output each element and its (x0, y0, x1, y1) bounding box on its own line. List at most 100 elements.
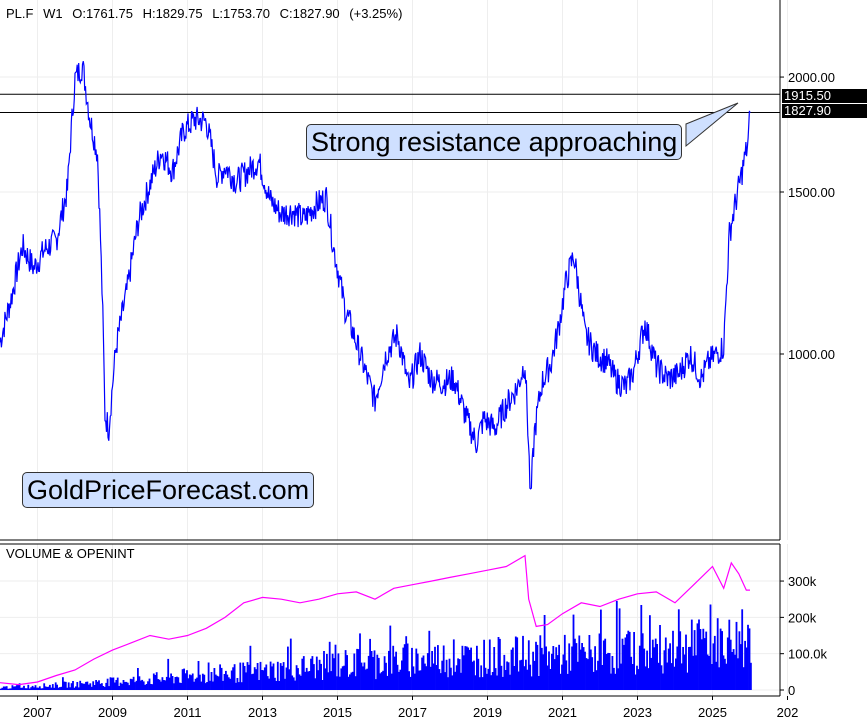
volume-bar (488, 639, 491, 690)
volume-bar (88, 684, 90, 690)
volume-bar (463, 655, 465, 690)
volume-bars (0, 601, 752, 690)
volume-bar (689, 646, 692, 690)
volume-bar (242, 662, 245, 690)
volume-bar (134, 682, 136, 690)
volume-bar (426, 653, 429, 690)
volume-bar (93, 685, 96, 690)
volume-bar (614, 673, 617, 690)
volume-bar (310, 658, 312, 690)
volume-bar (576, 661, 579, 690)
time-axis-ticks: 2007 2009 2011 2013 2015 2017 2019 2021 2023 2025… (23, 696, 798, 720)
volume-bar (737, 658, 739, 690)
volume-bar (289, 638, 292, 690)
volume-bar (321, 680, 324, 690)
volume-bar (190, 675, 193, 690)
volume-bar (178, 682, 181, 690)
volume-bar (722, 655, 725, 690)
volume-bar (5, 686, 8, 690)
volume-bar (160, 681, 162, 690)
volume-bar (73, 687, 76, 690)
volume-bar (262, 670, 265, 690)
volume-bar (535, 641, 537, 690)
volume-bar (401, 660, 403, 690)
volume-bar (706, 654, 709, 690)
volume-bar (354, 676, 357, 690)
volume-bar (276, 661, 279, 690)
volume-bar (654, 638, 657, 690)
volume-bar (18, 683, 21, 690)
volume-bar (389, 625, 392, 690)
volume-bar (220, 667, 223, 690)
volume-bar (370, 651, 373, 690)
volume-bar (344, 650, 347, 690)
volume-bar (308, 671, 311, 690)
volume-bar (594, 646, 596, 690)
volume-bar (373, 650, 376, 690)
volume-bar (99, 683, 102, 690)
volume-tick-label: 300k (788, 574, 817, 589)
volume-bar (142, 681, 145, 690)
volume-bar (336, 676, 338, 690)
volume-bar (210, 672, 213, 690)
volume-bar (415, 648, 418, 690)
volume-bar (279, 663, 282, 690)
volume-bar (8, 688, 11, 690)
volume-bar (188, 674, 191, 690)
volume-bar (204, 683, 207, 690)
volume-bar (274, 677, 276, 690)
volume-bar (49, 684, 51, 690)
volume-bar (425, 666, 428, 690)
volume-bar (529, 664, 532, 690)
volume-bar (214, 674, 217, 690)
volume-bar (246, 662, 249, 690)
volume-bar (139, 680, 142, 690)
volume-bar (618, 608, 621, 690)
volume-bar (126, 682, 129, 690)
volume-bar (483, 639, 485, 690)
volume-bar (750, 662, 752, 690)
volume-bar (67, 682, 70, 690)
volume-bar (217, 676, 220, 690)
volume-bar (281, 665, 283, 690)
volume-bar (683, 654, 686, 690)
volume-bar (366, 668, 369, 690)
volume-bar (219, 664, 221, 690)
volume-bar (258, 680, 260, 690)
volume-bar (682, 647, 684, 690)
volume-bar (0, 688, 2, 690)
volume-bar (503, 654, 506, 690)
volume-bar (416, 653, 419, 690)
volume-bar (458, 659, 461, 690)
volume-bar (255, 669, 258, 690)
volume-bar (568, 643, 571, 690)
volume-bar (53, 687, 56, 690)
volume-bar (382, 670, 384, 690)
volume-bar (106, 678, 109, 690)
volume-bar (351, 671, 354, 690)
volume-bar (177, 677, 180, 690)
volume-bar (164, 680, 167, 690)
volume-bar (601, 665, 604, 690)
volume-bar (56, 684, 58, 690)
volume-bar (72, 681, 74, 690)
volume-bar (649, 615, 651, 690)
volume-bar (556, 655, 559, 690)
volume-bar (452, 639, 455, 690)
volume-bar (263, 667, 266, 690)
volume-bar (181, 669, 184, 690)
volume-bar (253, 667, 256, 690)
volume-bar (4, 686, 7, 690)
volume-bar (360, 662, 363, 690)
volume-bar (715, 661, 718, 690)
volume-bar (232, 667, 234, 690)
volume-bar (184, 673, 187, 690)
volume-bar (673, 666, 676, 690)
price-tick-label: 2000.00 (788, 70, 835, 85)
volume-bar (738, 631, 741, 690)
price-tick-label: 1500.00 (788, 185, 835, 200)
volume-bar (724, 658, 726, 690)
volume-bar (491, 672, 494, 690)
volume-bar (369, 638, 371, 690)
